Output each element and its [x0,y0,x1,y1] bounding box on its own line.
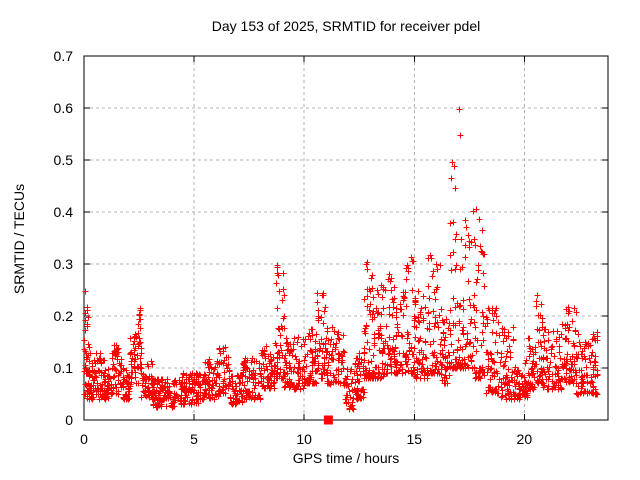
y-tick-label: 0.4 [54,204,74,220]
y-tick-label: 0 [65,412,73,428]
y-tick-label: 0.3 [54,256,74,272]
chart-title: Day 153 of 2025, SRMTID for receiver pde… [211,18,481,34]
x-tick-label: 20 [517,431,533,447]
tick-labels: 0 0.1 0.2 0.3 0.4 0.5 0.6 0.7 0 5 10 15 20 [54,48,533,447]
x-tick-label: 5 [190,431,198,447]
y-tick-label: 0.2 [54,308,74,324]
y-tick-label: 0.7 [54,48,74,64]
y-tick-label: 0.1 [54,360,74,376]
y-tick-label: 0.5 [54,152,74,168]
axes-layer [83,55,609,421]
x-tick-label: 15 [406,431,422,447]
y-tick-label: 0.6 [54,100,74,116]
x-tick-label: 10 [296,431,312,447]
x-tick-label: 0 [80,431,88,447]
special-square-marker [323,415,333,425]
scatter-points [81,106,601,413]
grid-layer [84,56,608,420]
x-axis-label: GPS time / hours [292,450,400,466]
